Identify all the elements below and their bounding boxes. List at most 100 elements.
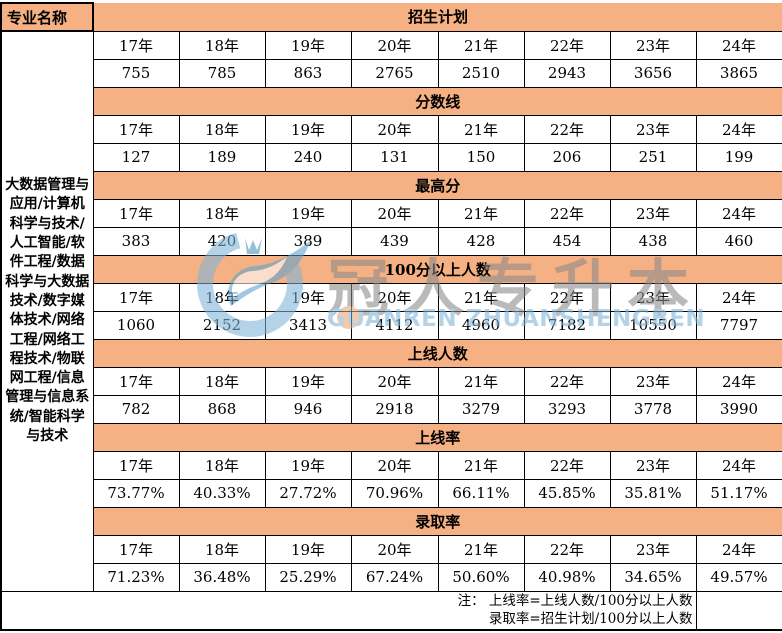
value-cell: 34.65% [609,562,697,592]
value-cell: 383 [92,226,180,256]
year-header-cell: 17年 [92,366,180,396]
year-header-cell: 22年 [523,534,611,564]
value-cell: 7182 [523,310,611,340]
year-header-cell: 19年 [264,534,352,564]
year-header-cell: 19年 [264,366,352,396]
major-names-cell: 大数据管理与应用/计算机科学与技术/人工智能/软件工程/数据科学与大数据技术/数… [0,30,94,592]
value-cell: 40.33% [178,478,266,508]
year-header-cell: 22年 [523,198,611,228]
year-header-cell: 17年 [92,114,180,144]
value-cell: 51.17% [695,478,782,508]
value-cell: 36.48% [178,562,266,592]
value-cell: 868 [178,394,266,424]
value-cell: 150 [437,142,525,172]
section-header-above-100: 100分以上人数 [93,255,782,283]
value-cell: 35.81% [609,478,697,508]
value-cell: 3656 [609,58,697,88]
year-header-cell: 22年 [523,282,611,312]
value-cell: 2943 [523,58,611,88]
value-cell: 25.29% [264,562,352,592]
major-name-header: 专业名称 [0,2,94,32]
year-header-cell: 20年 [350,450,439,480]
year-header-cell: 22年 [523,450,611,480]
year-header-cell: 24年 [695,30,782,60]
value-cell: 863 [264,58,352,88]
year-header-cell: 19年 [264,282,352,312]
year-header-cell: 23年 [609,198,697,228]
year-header-cell: 18年 [178,198,266,228]
year-header-cell: 18年 [178,450,266,480]
value-cell: 45.85% [523,478,611,508]
value-cell: 438 [609,226,697,256]
year-header-cell: 24年 [695,282,782,312]
year-header-cell: 23年 [609,114,697,144]
value-cell: 73.77% [92,478,180,508]
year-header-cell: 23年 [609,366,697,396]
value-cell: 189 [178,142,266,172]
year-header-cell: 17年 [92,282,180,312]
year-header-cell: 23年 [609,282,697,312]
value-cell: 3413 [264,310,352,340]
value-cell: 389 [264,226,352,256]
value-cell: 946 [264,394,352,424]
year-header-cell: 23年 [609,534,697,564]
value-cell: 251 [609,142,697,172]
value-cell: 2765 [350,58,439,88]
value-cell: 439 [350,226,439,256]
value-cell: 785 [178,58,266,88]
year-header-cell: 24年 [695,534,782,564]
year-header-cell: 19年 [264,450,352,480]
value-cell: 206 [523,142,611,172]
year-header-cell: 21年 [437,450,525,480]
value-cell: 3778 [609,394,697,424]
value-cell: 71.23% [92,562,180,592]
value-cell: 50.60% [437,562,525,592]
year-header-cell: 23年 [609,450,697,480]
year-header-cell: 19年 [264,114,352,144]
year-header-cell: 21年 [437,534,525,564]
year-header-cell: 18年 [178,534,266,564]
value-cell: 460 [695,226,782,256]
value-cell: 755 [92,58,180,88]
year-header-cell: 21年 [437,30,525,60]
value-cell: 3293 [523,394,611,424]
year-header-cell: 24年 [695,450,782,480]
footnote-cell: 注： 上线率=上线人数/100分以上人数 录取率=招生计划/100分以上人数 [0,590,697,631]
year-header-cell: 18年 [178,366,266,396]
value-cell: 70.96% [350,478,439,508]
section-header-score-line: 分数线 [93,87,782,115]
value-cell: 3990 [695,394,782,424]
year-header-cell: 18年 [178,114,266,144]
value-cell: 199 [695,142,782,172]
year-header-cell: 17年 [92,30,180,60]
year-header-cell: 20年 [350,198,439,228]
value-cell: 10550 [609,310,697,340]
value-cell: 454 [523,226,611,256]
year-header-cell: 18年 [178,30,266,60]
year-header-cell: 21年 [437,114,525,144]
value-cell: 428 [437,226,525,256]
year-header-cell: 24年 [695,198,782,228]
value-cell: 2152 [178,310,266,340]
footnote-line-2: 录取率=招生计划/100分以上人数 [488,611,693,628]
value-cell: 3865 [695,58,782,88]
value-cell: 67.24% [350,562,439,592]
year-header-cell: 23年 [609,30,697,60]
value-cell: 4112 [350,310,439,340]
year-header-cell: 24年 [695,366,782,396]
value-cell: 420 [178,226,266,256]
value-cell: 49.57% [695,562,782,592]
value-cell: 2510 [437,58,525,88]
value-cell: 27.72% [264,478,352,508]
year-header-cell: 19年 [264,198,352,228]
value-cell: 4960 [437,310,525,340]
year-header-cell: 17年 [92,198,180,228]
year-header-cell: 20年 [350,114,439,144]
section-header-admission-rate: 录取率 [93,507,782,535]
year-header-cell: 24年 [695,114,782,144]
footnote-empty-cell [695,590,782,631]
year-header-cell: 22年 [523,366,611,396]
value-cell: 2918 [350,394,439,424]
